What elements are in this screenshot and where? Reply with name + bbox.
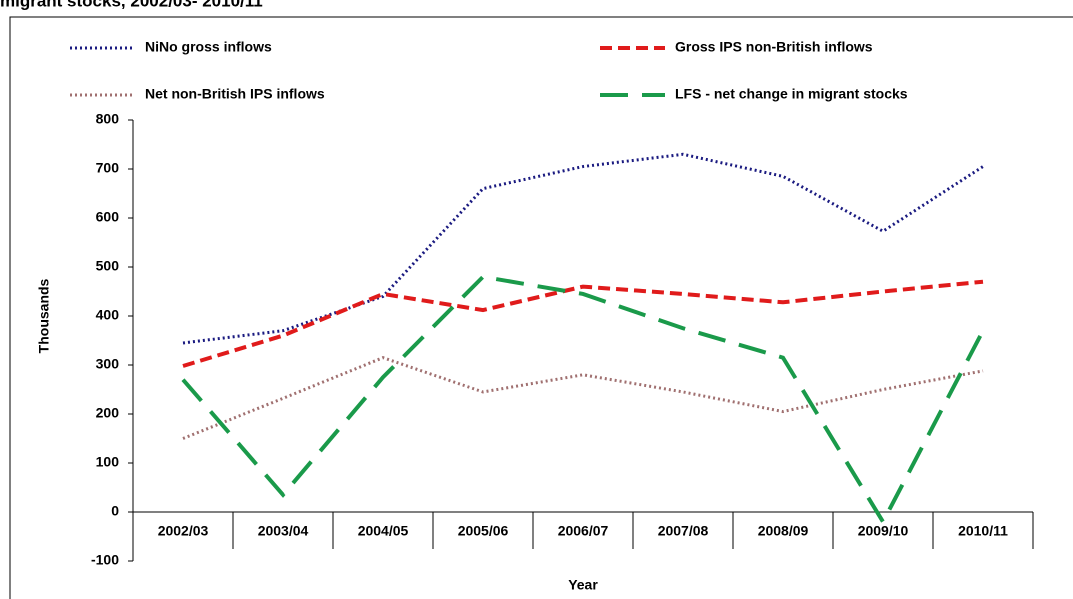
series-line xyxy=(181,274,985,526)
y-axis-label: Thousands xyxy=(36,278,52,353)
chart-title: migrant stocks, 2002/03- 2010/11 xyxy=(0,0,263,10)
x-tick-label: 2003/04 xyxy=(258,523,309,539)
y-tick-label: 700 xyxy=(96,160,120,176)
x-tick-label: 2008/09 xyxy=(758,523,809,539)
y-tick-label: 300 xyxy=(96,356,120,372)
y-tick-label: 100 xyxy=(96,454,120,470)
chart-frame xyxy=(9,16,1073,599)
x-tick-label: 2007/08 xyxy=(658,523,709,539)
y-tick-label: 200 xyxy=(96,405,120,421)
x-tick-label: 2004/05 xyxy=(358,523,409,539)
series-line xyxy=(182,279,984,368)
y-tick-label: 600 xyxy=(96,209,120,225)
y-tick-label: -100 xyxy=(91,552,119,568)
x-axis-label: Year xyxy=(568,577,598,593)
y-tick-label: 0 xyxy=(111,503,119,519)
x-tick-label: 2002/03 xyxy=(158,523,209,539)
x-tick-label: 2009/10 xyxy=(858,523,909,539)
legend-label: Gross IPS non-British inflows xyxy=(675,39,873,55)
y-tick-label: 800 xyxy=(96,111,120,127)
legend-label: Net non-British IPS inflows xyxy=(145,86,325,102)
x-tick-label: 2006/07 xyxy=(558,523,609,539)
y-tick-label: 400 xyxy=(96,307,120,323)
series-line xyxy=(182,152,984,345)
x-tick-label: 2010/11 xyxy=(958,523,1008,539)
legend-label: LFS - net change in migrant stocks xyxy=(675,86,908,102)
y-tick-label: 500 xyxy=(96,258,120,274)
x-tick-label: 2005/06 xyxy=(458,523,509,539)
legend-label: NiNo gross inflows xyxy=(145,39,272,55)
